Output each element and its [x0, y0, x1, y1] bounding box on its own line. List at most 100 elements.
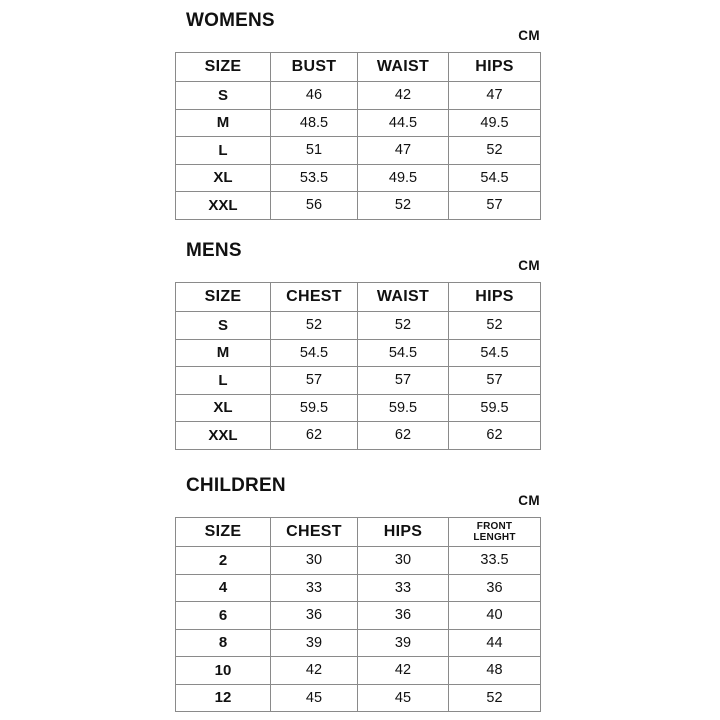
cell-hips: 52 [448, 136, 541, 165]
table-row: 8 39 39 44 [175, 628, 541, 657]
table-row: XXL 62 62 62 [175, 421, 541, 450]
table-row: 4 33 33 36 [175, 573, 541, 602]
table-row: XL 59.5 59.5 59.5 [175, 393, 541, 422]
cell-waist: 42 [357, 81, 449, 110]
cell-bust: 51 [270, 136, 358, 165]
cell-waist: 62 [357, 421, 449, 450]
cell-size: S [175, 81, 271, 110]
cell-front-lenght: 33.5 [448, 546, 541, 575]
column-header-size: SIZE [175, 52, 271, 82]
cell-hips: 45 [357, 683, 449, 712]
table-row: M 48.5 44.5 49.5 [175, 108, 541, 137]
table-row: XL 53.5 49.5 54.5 [175, 163, 541, 192]
cell-hips: 33 [357, 573, 449, 602]
cell-waist: 49.5 [357, 163, 449, 192]
page-title-children: CHILDREN [186, 475, 286, 496]
cell-bust: 56 [270, 191, 358, 220]
cell-size: 12 [175, 683, 271, 712]
page-title-mens: MENS [186, 240, 242, 261]
cell-chest: 30 [270, 546, 358, 575]
column-header-size: SIZE [175, 517, 271, 547]
section-header-mens: MENS CM [175, 240, 540, 282]
cell-hips: 42 [357, 656, 449, 685]
cell-size: XXL [175, 421, 271, 450]
section-header-children: CHILDREN CM [175, 475, 540, 517]
unit-label-mens: CM [518, 258, 540, 273]
cell-hips: 52 [448, 311, 541, 340]
column-header-chest: CHEST [270, 517, 358, 547]
cell-size: M [175, 108, 271, 137]
table-row: M 54.5 54.5 54.5 [175, 338, 541, 367]
cell-chest: 42 [270, 656, 358, 685]
cell-size: 8 [175, 628, 271, 657]
cell-front-lenght: 40 [448, 601, 541, 630]
cell-hips: 59.5 [448, 393, 541, 422]
table-row: 10 42 42 48 [175, 656, 541, 685]
cell-hips: 54.5 [448, 163, 541, 192]
cell-chest: 33 [270, 573, 358, 602]
column-header-waist: WAIST [357, 282, 449, 312]
cell-hips: 47 [448, 81, 541, 110]
cell-size: M [175, 338, 271, 367]
size-table-children: SIZE CHEST HIPS FRONT LENGHT 2 30 30 33.5… [175, 517, 541, 712]
cell-size: L [175, 366, 271, 395]
column-header-chest: CHEST [270, 282, 358, 312]
cell-size: XL [175, 163, 271, 192]
size-chart-section-mens: MENS CM SIZE CHEST WAIST HIPS S 52 52 [175, 240, 541, 450]
table-header-row: SIZE CHEST HIPS FRONT LENGHT [175, 517, 541, 547]
cell-hips: 39 [357, 628, 449, 657]
cell-bust: 53.5 [270, 163, 358, 192]
table-row: S 46 42 47 [175, 81, 541, 110]
cell-chest: 59.5 [270, 393, 358, 422]
table-header-row: SIZE CHEST WAIST HIPS [175, 282, 541, 312]
cell-hips: 54.5 [448, 338, 541, 367]
cell-hips: 36 [357, 601, 449, 630]
cell-front-lenght: 52 [448, 683, 541, 712]
cell-size: XL [175, 393, 271, 422]
size-table-mens: SIZE CHEST WAIST HIPS S 52 52 52 M 54.5 … [175, 282, 541, 450]
table-row: 6 36 36 40 [175, 601, 541, 630]
cell-front-lenght: 44 [448, 628, 541, 657]
cell-hips: 62 [448, 421, 541, 450]
cell-front-lenght: 48 [448, 656, 541, 685]
section-header-womens: WOMENS CM [175, 10, 540, 52]
column-header-hips: HIPS [448, 282, 541, 312]
cell-front-lenght: 36 [448, 573, 541, 602]
table-row: L 57 57 57 [175, 366, 541, 395]
column-header-front-lenght-line1: FRONT [476, 521, 513, 532]
column-header-size: SIZE [175, 282, 271, 312]
cell-waist: 54.5 [357, 338, 449, 367]
column-header-bust: BUST [270, 52, 358, 82]
cell-chest: 54.5 [270, 338, 358, 367]
column-header-front-lenght: FRONT LENGHT [448, 517, 541, 547]
table-row: S 52 52 52 [175, 311, 541, 340]
table-row: XXL 56 52 57 [175, 191, 541, 220]
cell-chest: 52 [270, 311, 358, 340]
size-chart-section-womens: WOMENS CM SIZE BUST WAIST HIPS S 46 42 [175, 10, 541, 220]
cell-waist: 44.5 [357, 108, 449, 137]
column-header-hips: HIPS [448, 52, 541, 82]
table-row: L 51 47 52 [175, 136, 541, 165]
cell-chest: 36 [270, 601, 358, 630]
cell-waist: 59.5 [357, 393, 449, 422]
unit-label-children: CM [518, 493, 540, 508]
cell-bust: 46 [270, 81, 358, 110]
cell-chest: 57 [270, 366, 358, 395]
cell-size: 2 [175, 546, 271, 575]
table-row: 2 30 30 33.5 [175, 546, 541, 575]
size-chart-section-children: CHILDREN CM SIZE CHEST HIPS FRONT LENGHT … [175, 475, 541, 712]
cell-chest: 39 [270, 628, 358, 657]
cell-hips: 57 [448, 191, 541, 220]
cell-hips: 49.5 [448, 108, 541, 137]
unit-label-womens: CM [518, 28, 540, 43]
column-header-waist: WAIST [357, 52, 449, 82]
cell-hips: 30 [357, 546, 449, 575]
page-title-womens: WOMENS [186, 10, 275, 31]
cell-chest: 45 [270, 683, 358, 712]
cell-waist: 57 [357, 366, 449, 395]
cell-size: 6 [175, 601, 271, 630]
cell-waist: 52 [357, 311, 449, 340]
cell-size: 4 [175, 573, 271, 602]
cell-hips: 57 [448, 366, 541, 395]
